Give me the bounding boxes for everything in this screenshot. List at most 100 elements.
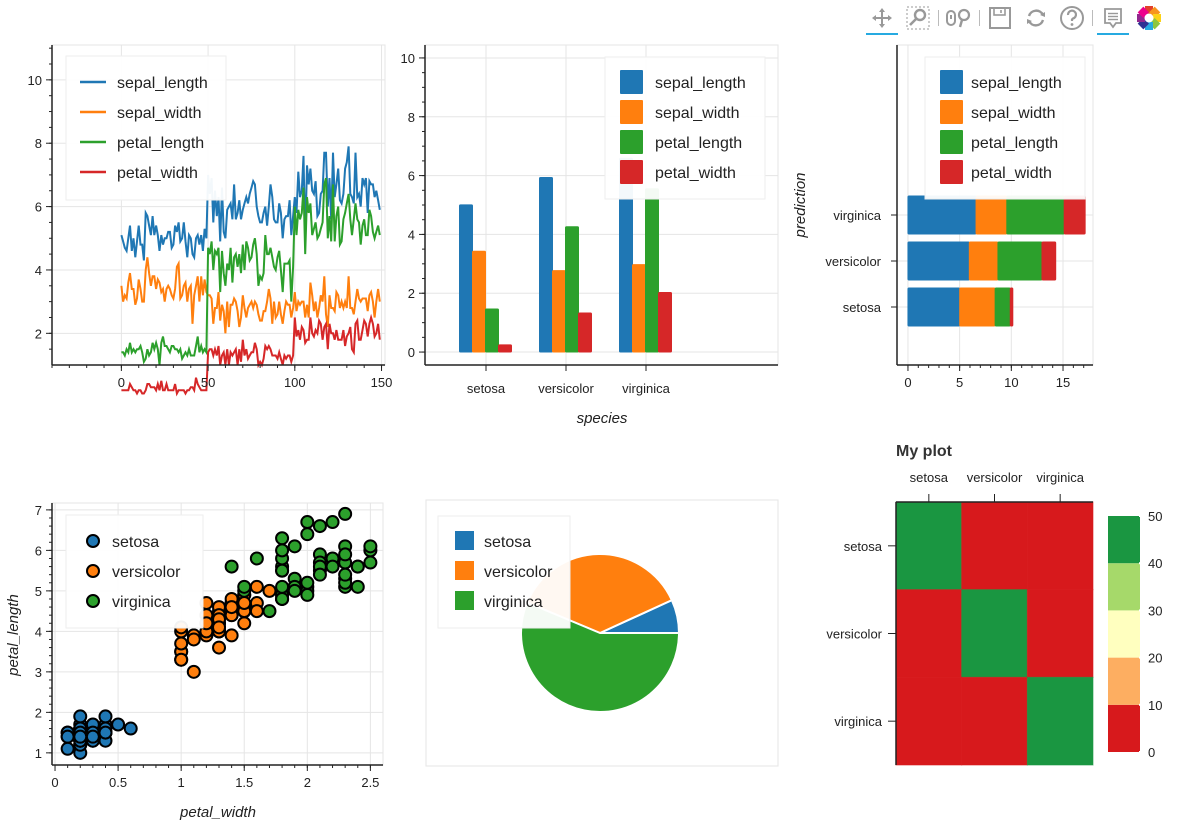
box-zoom-icon <box>906 6 930 30</box>
scatter-point-setosa <box>98 709 113 724</box>
legend-label: sepal_length <box>655 75 746 92</box>
hover-tool[interactable] <box>1095 1 1131 35</box>
line-series-petal_length <box>121 177 381 366</box>
bar-petal_length-virginica <box>645 188 659 353</box>
heatmap-cell <box>961 676 1028 766</box>
scatter-point-virginica <box>275 563 290 578</box>
box-zoom-tool[interactable] <box>900 1 936 35</box>
scatter-point-virginica <box>350 559 365 574</box>
colorbar-tick-label: 40 <box>1148 556 1162 571</box>
legend-label: virginica <box>484 594 543 611</box>
reset-icon <box>1027 9 1045 27</box>
y-tick-label: 4 <box>408 227 415 242</box>
x-tick-label: 15 <box>1056 375 1070 390</box>
legend-swatch-virginica <box>455 591 474 610</box>
x-tick-label: 1.5 <box>235 775 253 790</box>
heatmap-chart[interactable]: My plot setosa versicolor virginica setosa ve… <box>826 443 1162 766</box>
scatter-point-virginica <box>300 515 315 530</box>
wheel-zoom-tool[interactable] <box>941 1 977 35</box>
x-axis-label: petal_width <box>179 804 256 821</box>
legend-marker-virginica <box>86 594 100 608</box>
y-tick-label: 2 <box>35 705 42 720</box>
x-tick-label: 2 <box>304 775 311 790</box>
scatter-point-versicolor <box>249 579 264 594</box>
stacked-bar-virginica-petal_length <box>1006 195 1065 235</box>
bar-sepal_length-versicolor <box>539 176 553 353</box>
toolbar-divider <box>1092 10 1093 26</box>
scatter-point-versicolor <box>186 632 201 647</box>
scatter-point-virginica <box>312 567 327 582</box>
stacked-bar-setosa-petal_length <box>994 287 1011 327</box>
bar-chart[interactable]: setosa versicolor virginica 0 2 4 6 8 10 species s… <box>401 44 779 427</box>
help-tool[interactable] <box>1054 1 1090 35</box>
scatter-point-versicolor <box>174 652 189 667</box>
stacked-bar-versicolor-petal_length <box>997 241 1043 281</box>
legend-label: sepal_width <box>655 105 740 122</box>
colorbar-tick-label: 10 <box>1148 698 1162 713</box>
legend-label: sepal_width <box>117 105 202 122</box>
move-icon <box>872 8 892 28</box>
y-tick-label: 5 <box>35 584 42 599</box>
bar-petal_length-setosa <box>485 308 499 353</box>
reset-tool[interactable] <box>1018 1 1054 35</box>
x-tick-label: 0 <box>118 375 125 390</box>
stacked-bar-virginica-sepal_length <box>907 195 977 235</box>
y-axis-label: prediction <box>792 172 809 238</box>
y-tick-label: setosa <box>844 539 883 554</box>
legend-swatch-petal_length <box>940 130 963 154</box>
y-tick-label: 2 <box>408 286 415 301</box>
line-series-sepal_length <box>120 146 381 261</box>
y-tick-label: 10 <box>401 51 415 66</box>
scatter-point-virginica <box>287 539 302 554</box>
scatter-point-virginica <box>287 583 302 598</box>
x-tick-label: setosa <box>467 381 506 396</box>
y-tick-label: 6 <box>35 200 42 215</box>
x-tick-label: virginica <box>622 381 670 396</box>
scatter-point-virginica <box>338 547 353 562</box>
toolbar-divider <box>979 10 980 26</box>
scatter-chart[interactable]: 0 0.5 1 1.5 2 2.5 1 2 3 4 5 6 7 petal_width petal_leng… <box>5 502 384 821</box>
bokeh-logo[interactable] <box>1131 1 1167 35</box>
x-tick-label: 0 <box>904 375 911 390</box>
save-tool[interactable] <box>982 1 1018 35</box>
pie-chart[interactable]: setosa versicolor virginica <box>425 499 779 767</box>
scatter-point-virginica <box>249 551 264 566</box>
legend-swatch-petal_length <box>620 130 643 154</box>
y-tick-label: 6 <box>35 543 42 558</box>
pan-tool[interactable] <box>864 1 900 35</box>
y-tick-label: 4 <box>35 624 42 639</box>
x-tick-label: setosa <box>910 470 949 485</box>
y-tick-label: 8 <box>35 136 42 151</box>
y-tick-label: 6 <box>408 169 415 184</box>
y-tick-label: 2 <box>35 326 42 341</box>
x-tick-label: 0.5 <box>109 775 127 790</box>
legend-label: setosa <box>112 534 159 551</box>
bar-petal_length-versicolor <box>565 226 579 353</box>
scatter-point-virginica <box>275 531 290 546</box>
heatmap-cell <box>1026 589 1094 678</box>
colorbar-segment <box>1108 516 1140 564</box>
legend-label: petal_width <box>655 165 736 182</box>
scatter-point-virginica <box>325 515 340 530</box>
scatter-point-versicolor <box>237 596 252 611</box>
y-tick-label: 4 <box>35 263 42 278</box>
legend-label: sepal_length <box>117 75 208 92</box>
scatter-point-virginica <box>224 559 239 574</box>
stacked-hbar-chart[interactable]: 0 5 10 15 setosa versicolor virginica predictio… <box>792 44 1094 390</box>
pie-slice-virginica <box>520 601 681 713</box>
scatter-point-virginica <box>300 587 315 602</box>
colorbar-segment <box>1108 563 1140 611</box>
scatter-point-virginica <box>312 519 327 534</box>
legend-swatch-sepal_length <box>620 70 643 94</box>
legend-swatch-petal_width <box>620 160 643 184</box>
scatter-point-virginica <box>262 604 277 619</box>
scatter-point-versicolor <box>212 620 227 635</box>
scatter-point-virginica <box>338 506 353 521</box>
stacked-bar-setosa-sepal_length <box>907 287 961 327</box>
line-chart[interactable]: 0 50 100 150 2 4 6 8 10 sepal_length sepal_widthpe… <box>28 44 393 397</box>
x-axis-label: species <box>577 410 628 427</box>
scatter-point-setosa <box>60 741 75 756</box>
legend-label: petal_width <box>971 165 1052 182</box>
bar-petal_width-versicolor <box>578 312 592 353</box>
